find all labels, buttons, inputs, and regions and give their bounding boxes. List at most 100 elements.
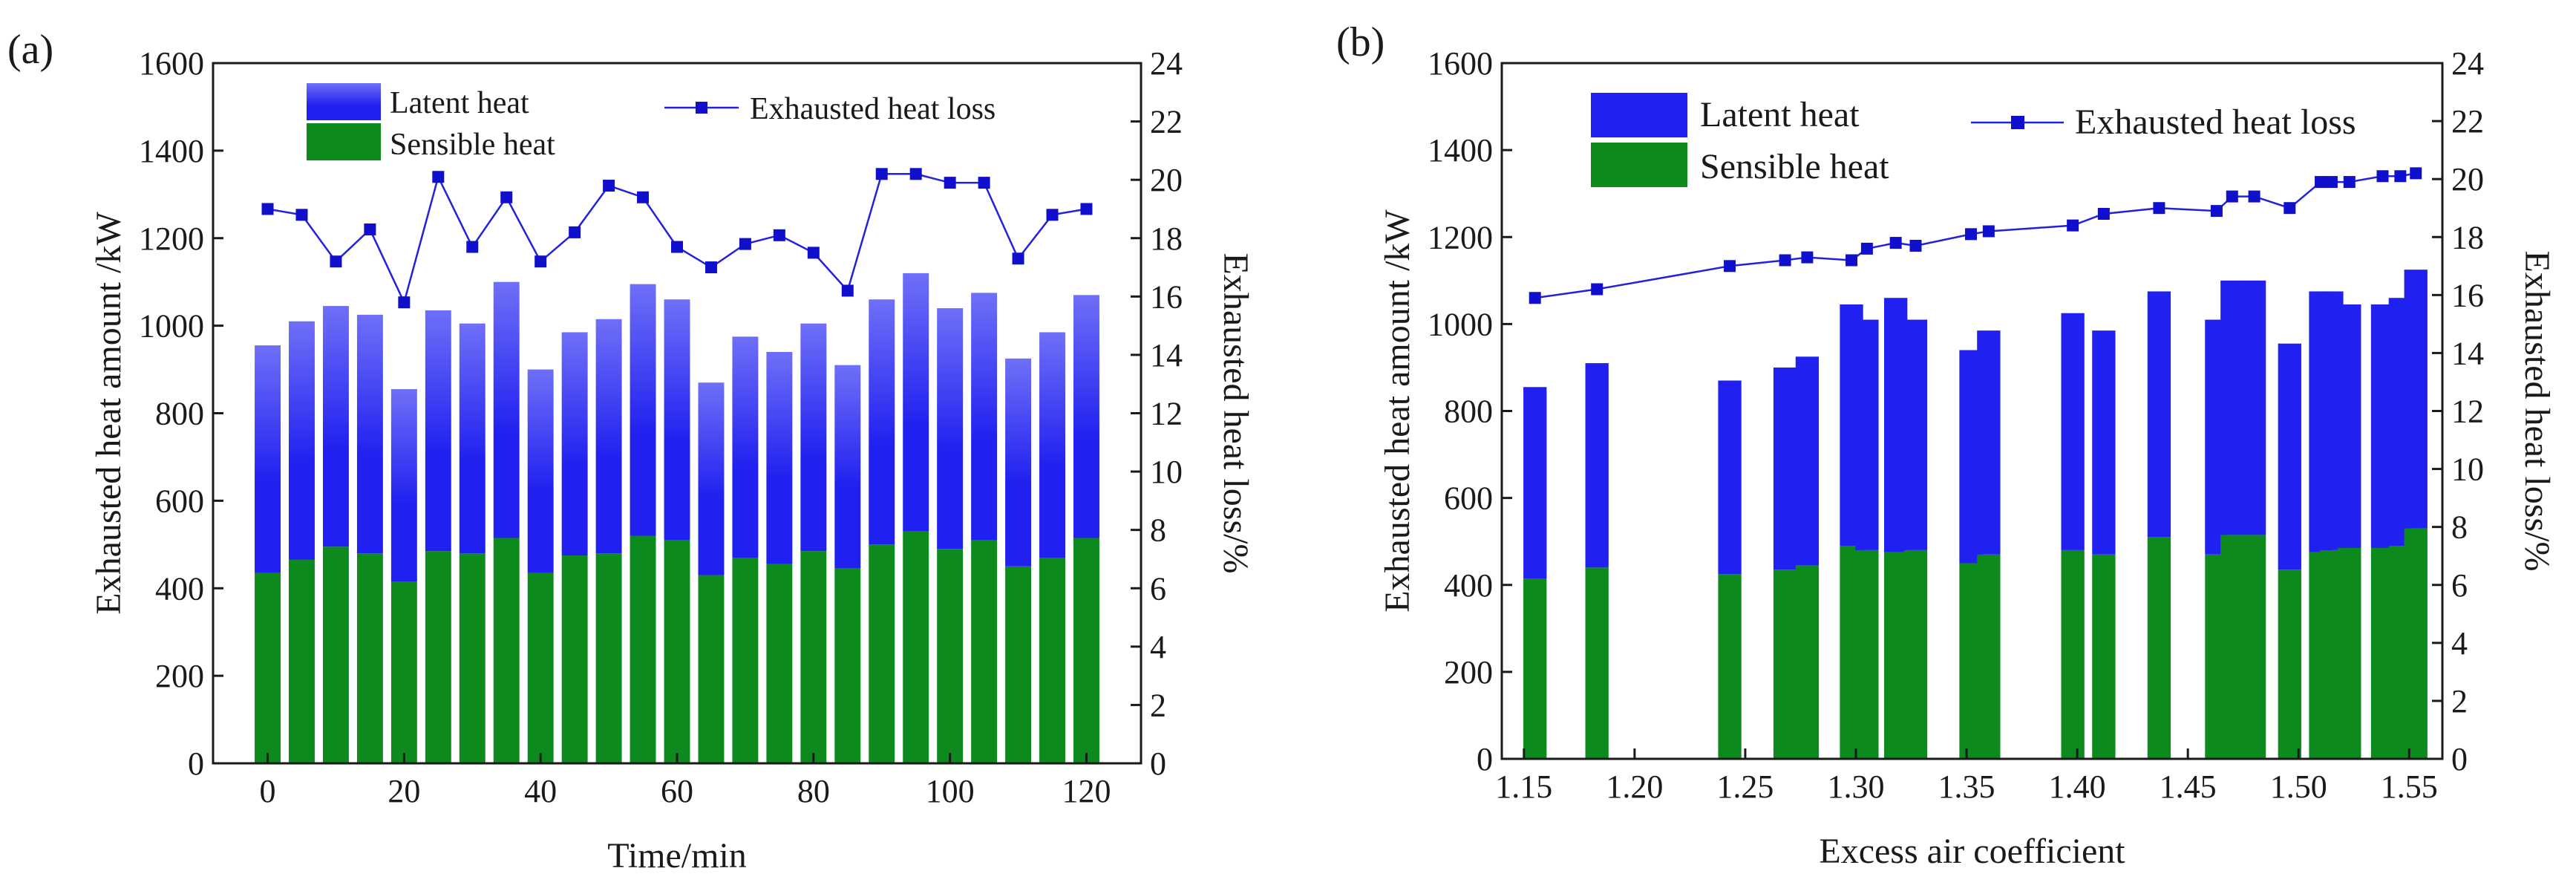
sensible-heat-bar <box>664 540 690 763</box>
latent-heat-bar <box>255 345 281 573</box>
latent-heat-bar <box>1718 380 1742 575</box>
y2-tick-label: 6 <box>1150 570 1166 607</box>
y2-tick-label: 20 <box>2451 161 2484 198</box>
exhausted-heat-loss-marker <box>2067 219 2079 232</box>
exhausted-heat-loss-marker <box>1982 225 1995 238</box>
exhausted-heat-loss-marker <box>2394 170 2407 183</box>
y2-tick-label: 8 <box>1150 512 1166 549</box>
y-axis-title: Exhausted heat amount /kW <box>1378 209 1417 613</box>
exhausted-heat-loss-marker <box>1909 239 1922 252</box>
latent-heat-bar <box>937 308 964 549</box>
x-tick-label: 60 <box>661 773 693 809</box>
exhausted-heat-loss-marker <box>637 191 650 203</box>
sensible-heat-bar <box>289 559 315 763</box>
x-tick-label: 40 <box>524 773 557 809</box>
exhausted-heat-loss-marker <box>705 261 717 274</box>
y2-tick-label: 14 <box>1150 337 1183 373</box>
x-axis-title: Time/min <box>607 836 747 875</box>
x-tick-label: 1.45 <box>2160 769 2217 805</box>
sensible-heat-bar <box>1039 557 1065 763</box>
y2-tick-label: 16 <box>2451 277 2484 313</box>
y-tick-label: 200 <box>155 658 204 694</box>
exhausted-heat-loss-marker <box>261 203 274 215</box>
panel-a: (a)0200400600800100012001400160002468101… <box>7 27 1255 875</box>
y-tick-label: 1600 <box>139 45 204 82</box>
latent-heat-bar <box>630 284 656 536</box>
sensible-heat-bar <box>459 553 486 763</box>
sensible-heat-bar <box>2092 554 2116 759</box>
latent-heat-bar <box>1795 356 1820 566</box>
exhausted-heat-loss-marker <box>2210 205 2223 218</box>
exhausted-heat-loss-marker <box>1724 260 1736 273</box>
latent-heat-bar <box>1977 330 2001 555</box>
exhausted-heat-loss-marker <box>2153 202 2165 215</box>
legend-sensible-label: Sensible heat <box>1700 147 1889 186</box>
sensible-heat-bar <box>630 535 656 763</box>
latent-heat-bar <box>356 314 383 554</box>
exhausted-heat-loss-marker <box>1801 251 1814 264</box>
x-tick-label: 1.30 <box>1827 769 1884 805</box>
sensible-heat-bar <box>971 540 998 763</box>
y2-tick-label: 14 <box>2451 335 2484 371</box>
exhausted-heat-loss-marker <box>2248 190 2260 203</box>
x-tick-label: 80 <box>797 773 830 809</box>
x-tick-label: 1.25 <box>1716 769 1774 805</box>
latent-heat-bar <box>766 351 793 564</box>
sensible-heat-bar <box>527 572 554 763</box>
x-tick-label: 1.15 <box>1495 769 1552 805</box>
latent-heat-bar <box>2147 291 2171 538</box>
x-tick-label: 1.40 <box>2049 769 2106 805</box>
exhausted-heat-loss-marker <box>466 241 479 253</box>
y2-tick-label: 8 <box>2451 509 2468 546</box>
exhausted-heat-loss-marker <box>432 171 445 183</box>
legend-swatch-sensible <box>1591 143 1687 187</box>
legend-swatch-latent <box>1591 93 1687 137</box>
exhausted-heat-loss-marker <box>500 191 513 203</box>
exhausted-heat-loss-marker <box>2325 176 2338 189</box>
legend-sensible-label: Sensible heat <box>390 128 555 162</box>
sensible-heat-bar <box>2278 570 2301 759</box>
y2-tick-label: 24 <box>2451 45 2484 82</box>
exhausted-heat-loss-marker <box>1012 252 1024 265</box>
latent-heat-bar <box>2404 270 2428 529</box>
x-tick-label: 1.20 <box>1606 769 1663 805</box>
exhausted-heat-loss-marker <box>1046 209 1059 221</box>
y2-axis-title: Exhausted heat loss/% <box>1216 253 1255 574</box>
y2-tick-label: 10 <box>2451 451 2484 488</box>
sensible-heat-bar <box>903 531 929 763</box>
sensible-heat-bar <box>766 564 793 763</box>
y2-tick-label: 2 <box>2451 683 2468 720</box>
exhausted-heat-loss-marker <box>2376 170 2389 183</box>
sensible-heat-bar <box>800 551 827 763</box>
x-tick-label: 0 <box>260 773 276 809</box>
exhausted-heat-loss-marker <box>2410 167 2422 180</box>
y-tick-label: 1400 <box>139 133 204 169</box>
latent-heat-bar <box>2278 343 2301 570</box>
latent-heat-bar <box>1903 319 1928 550</box>
exhausted-heat-loss-marker <box>2097 208 2110 221</box>
latent-heat-bar <box>1855 319 1879 550</box>
y2-tick-label: 24 <box>1150 45 1183 82</box>
latent-heat-bar <box>1773 367 1797 570</box>
exhausted-heat-loss-marker <box>603 180 615 192</box>
sensible-heat-bar <box>869 544 895 763</box>
exhausted-heat-loss-marker <box>671 241 683 253</box>
latent-heat-bar <box>459 323 486 554</box>
legend-swatch-latent <box>307 83 381 120</box>
y-tick-label: 1200 <box>139 221 204 257</box>
y-tick-label: 400 <box>1444 567 1493 604</box>
y2-tick-label: 18 <box>2451 219 2484 255</box>
exhausted-heat-loss-marker <box>1779 254 1791 267</box>
exhausted-heat-loss-marker <box>1529 292 1541 304</box>
sensible-heat-bar <box>322 546 349 763</box>
sensible-heat-bar <box>2220 535 2244 759</box>
exhausted-heat-loss-marker <box>1591 283 1604 296</box>
panel-label: (b) <box>1336 19 1385 65</box>
latent-heat-bar <box>971 293 998 541</box>
x-tick-label: 100 <box>926 773 975 809</box>
exhausted-heat-loss-marker <box>535 255 547 268</box>
legend: Latent heat Sensible heat Exhausted heat l… <box>1591 93 2356 187</box>
y2-tick-label: 6 <box>2451 567 2468 604</box>
latent-heat-bar <box>800 323 827 552</box>
